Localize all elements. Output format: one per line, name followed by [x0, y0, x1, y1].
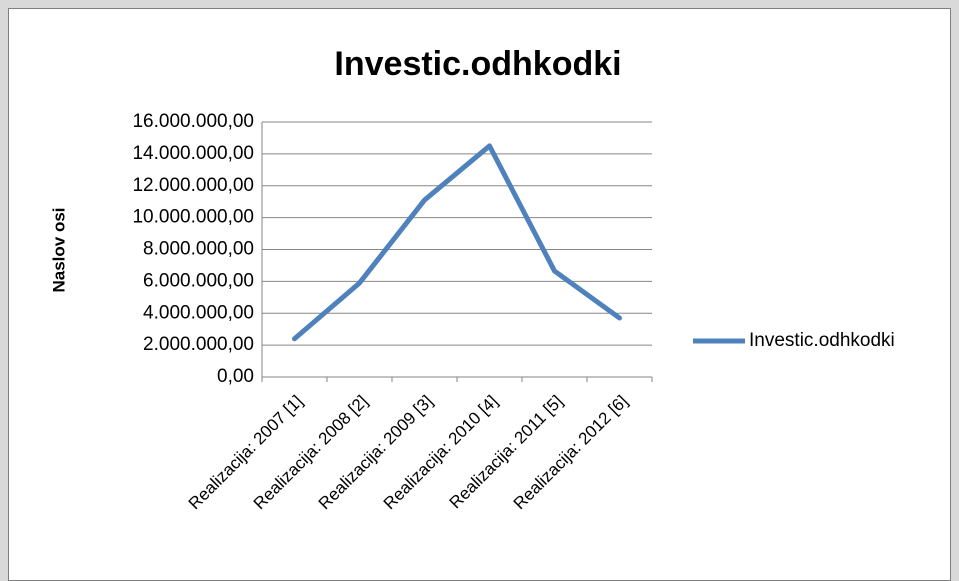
- y-tick-label: 10.000.000,00: [132, 207, 254, 228]
- chart-frame: [8, 8, 951, 581]
- y-tick-label: 2.000.000,00: [143, 334, 254, 355]
- chart-title: Investic.odhkodki: [334, 45, 621, 83]
- y-tick-label: 16.000.000,00: [132, 111, 254, 132]
- y-tick-label: 14.000.000,00: [132, 143, 254, 164]
- y-tick-label: 0,00: [217, 366, 254, 387]
- legend-label: Investic.odhkodki: [749, 330, 895, 351]
- series-line: [292, 143, 622, 342]
- y-tick-label: 12.000.000,00: [132, 175, 254, 196]
- y-tick-label: 6.000.000,00: [143, 270, 254, 291]
- y-tick-label: 8.000.000,00: [143, 239, 254, 260]
- y-tick-label: 4.000.000,00: [143, 302, 254, 323]
- y-axis-title: Naslov osi: [49, 207, 68, 292]
